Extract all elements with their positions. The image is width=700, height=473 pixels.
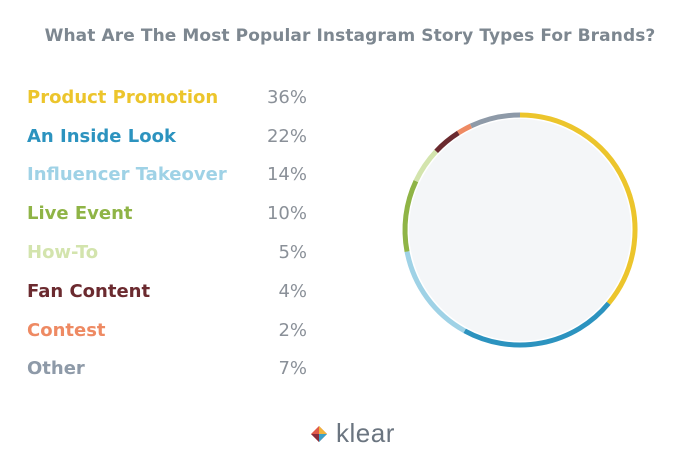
donut-slice-other <box>469 112 521 129</box>
legend: Product Promotion 36% An Inside Look 22%… <box>27 78 317 388</box>
donut-slice-fan-content <box>434 130 460 154</box>
legend-label: An Inside Look <box>27 125 176 147</box>
legend-label: Influencer Takeover <box>27 164 227 186</box>
legend-value: 5% <box>278 242 307 264</box>
legend-label: How-To <box>27 242 99 264</box>
donut-svg <box>402 112 638 348</box>
donut-slice-contest <box>457 123 473 136</box>
legend-value: 14% <box>266 164 307 186</box>
legend-value: 4% <box>278 280 307 302</box>
legend-label: Other <box>27 358 85 380</box>
donut-slice-an-inside-look <box>463 301 611 348</box>
donut-center <box>409 119 631 341</box>
klear-logo-icon <box>311 425 327 442</box>
legend-value: 22% <box>266 125 307 147</box>
legend-label: Product Promotion <box>27 86 219 108</box>
donut-slice-influencer-takeover <box>404 251 466 333</box>
chart-title: What Are The Most Popular Instagram Stor… <box>44 26 656 46</box>
donut-chart <box>398 108 642 352</box>
legend-value: 7% <box>278 358 307 380</box>
legend-item-other: Other 7% <box>27 350 317 389</box>
brand-name: klear <box>336 418 395 448</box>
legend-item-live-event: Live Event 10% <box>27 194 317 233</box>
legend-label: Live Event <box>27 203 133 225</box>
legend-item-an-inside-look: An Inside Look 22% <box>27 117 317 156</box>
legend-label: Contest <box>27 319 106 341</box>
legend-value: 36% <box>266 86 307 108</box>
legend-item-contest: Contest 2% <box>27 311 317 350</box>
legend-item-influencer-takeover: Influencer Takeover 14% <box>27 156 317 195</box>
legend-label: Fan Content <box>27 280 151 302</box>
brand-logo: klear <box>308 418 395 449</box>
donut-slice-how-to <box>413 149 439 183</box>
legend-value: 2% <box>278 319 307 341</box>
legend-item-product-promotion: Product Promotion 36% <box>27 78 317 117</box>
legend-item-how-to: How-To 5% <box>27 233 317 272</box>
donut-slice-live-event <box>402 179 419 253</box>
donut-slice-product-promotion <box>519 112 638 305</box>
legend-item-fan-content: Fan Content 4% <box>27 272 317 311</box>
legend-value: 10% <box>266 203 307 225</box>
